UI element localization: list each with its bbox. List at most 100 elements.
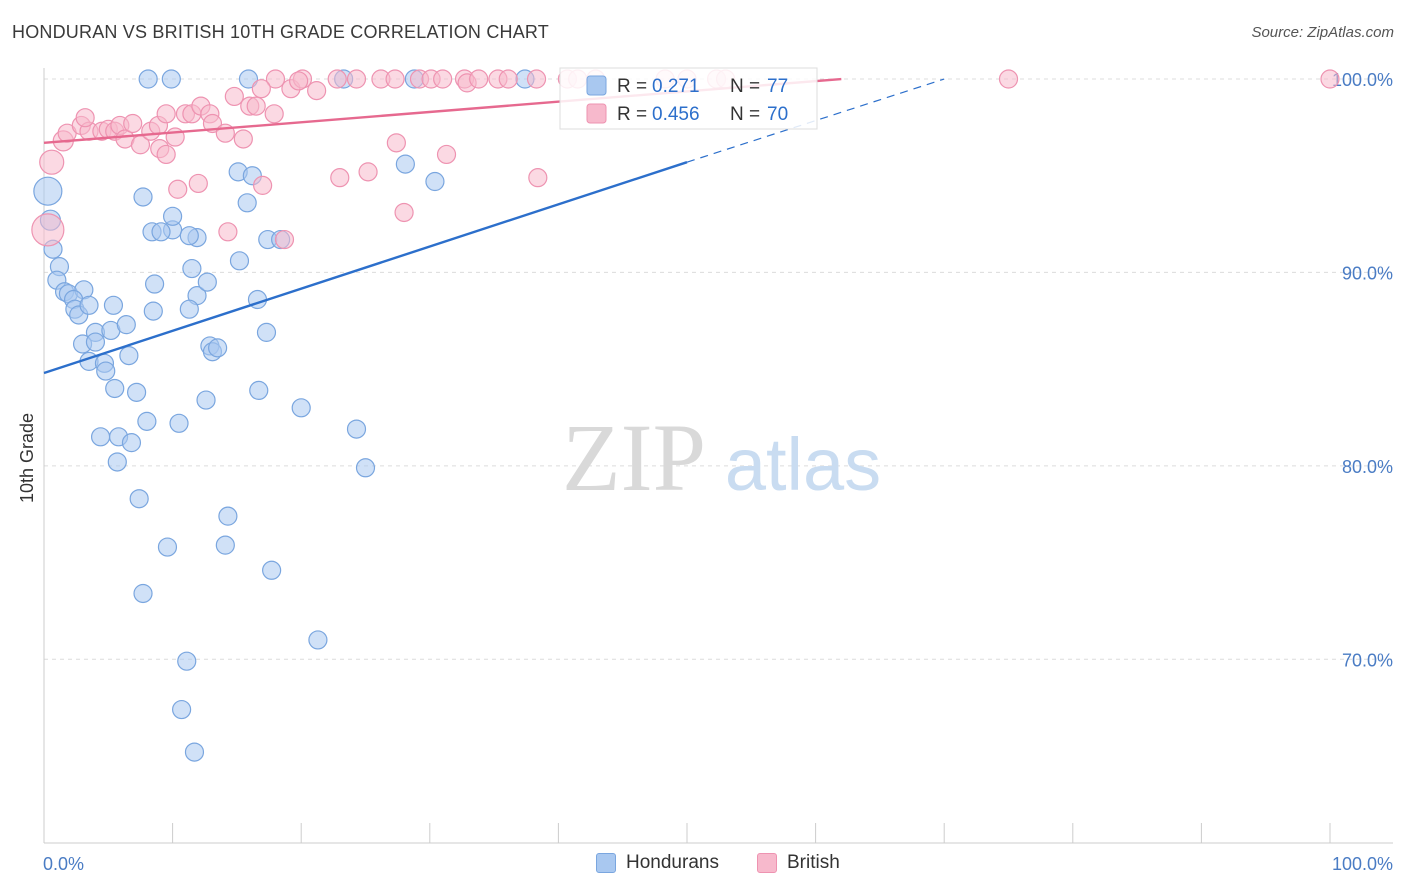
- point-british: [251, 79, 271, 99]
- legend-label-hondurans: Hondurans: [626, 852, 719, 873]
- point-british: [998, 69, 1019, 89]
- point-british: [224, 86, 244, 107]
- point-hondurans: [249, 380, 269, 401]
- point-hondurans: [169, 413, 189, 433]
- point-british: [346, 69, 367, 89]
- point-hondurans: [177, 651, 197, 671]
- legend-item-hondurans: Hondurans: [596, 852, 719, 874]
- legend-n-value-hondurans: 77: [767, 76, 788, 97]
- point-british: [265, 69, 286, 89]
- point-british: [469, 69, 489, 89]
- point-british: [307, 81, 327, 101]
- point-british: [156, 104, 176, 124]
- point-british: [433, 69, 453, 89]
- watermark-atlas: atlas: [725, 423, 881, 506]
- point-british: [123, 113, 143, 134]
- point-british: [526, 69, 547, 89]
- point-hondurans: [138, 69, 158, 89]
- point-hondurans: [179, 299, 199, 319]
- point-hondurans: [121, 433, 142, 453]
- series-legend: Hondurans British: [0, 852, 1406, 878]
- point-hondurans: [129, 489, 149, 509]
- point-hondurans: [116, 315, 136, 335]
- watermark-zip: ZIP: [562, 404, 706, 511]
- point-british: [274, 229, 295, 250]
- point-hondurans: [90, 427, 111, 447]
- point-hondurans: [291, 398, 311, 418]
- point-british: [31, 213, 65, 247]
- point-hondurans: [119, 345, 139, 366]
- point-hondurans: [163, 206, 183, 226]
- legend-swatch-british: [586, 103, 607, 124]
- point-british: [218, 222, 238, 242]
- point-british: [498, 69, 518, 89]
- source-label: Source: ZipAtlas.com: [1251, 24, 1394, 41]
- point-hondurans: [218, 506, 238, 526]
- point-hondurans: [79, 295, 99, 315]
- y-tick-label: 90.0%: [1342, 263, 1393, 283]
- x-tick-max: 100.0%: [1332, 854, 1393, 874]
- point-british: [385, 69, 405, 89]
- point-british: [1320, 69, 1340, 89]
- point-hondurans: [133, 583, 153, 604]
- point-hondurans: [105, 378, 125, 399]
- point-hondurans: [197, 272, 217, 292]
- point-british: [253, 175, 273, 195]
- point-hondurans: [107, 452, 127, 472]
- legend-r-value-hondurans: 0.271: [652, 76, 700, 97]
- point-british: [528, 168, 548, 188]
- point-british: [330, 168, 350, 188]
- point-british: [289, 71, 309, 91]
- legend-n-label-british: N =: [730, 104, 760, 125]
- legend-swatch-hondurans: [586, 75, 607, 96]
- point-hondurans: [172, 699, 192, 720]
- point-hondurans: [103, 295, 124, 315]
- point-british: [156, 144, 176, 165]
- legend-label-british: British: [787, 852, 840, 873]
- y-tick-label: 100.0%: [1332, 70, 1393, 90]
- point-hondurans: [308, 630, 328, 650]
- point-hondurans: [96, 361, 116, 381]
- legend-r-value-british: 0.456: [652, 104, 700, 125]
- point-hondurans: [215, 535, 235, 555]
- legend-n-value-british: 70: [767, 104, 788, 125]
- chart-title: HONDURAN VS BRITISH 10TH GRADE CORRELATI…: [12, 22, 550, 42]
- point-hondurans: [85, 332, 106, 352]
- point-hondurans: [346, 419, 367, 439]
- point-british: [246, 96, 266, 116]
- point-hondurans: [238, 69, 259, 89]
- point-british: [386, 133, 406, 153]
- legend-swatch-pink: [757, 853, 777, 873]
- point-hondurans: [161, 69, 181, 89]
- watermark: ZIP atlas: [562, 404, 881, 511]
- point-hondurans: [126, 382, 147, 402]
- data-points: [31, 69, 1340, 762]
- legend-r-label-british: R =: [617, 104, 647, 125]
- point-british: [39, 149, 65, 175]
- point-hondurans: [133, 187, 153, 207]
- point-hondurans: [182, 258, 202, 279]
- point-hondurans: [157, 537, 178, 557]
- stats-legend: R = 0.271 N = 77 R = 0.456 N = 70: [559, 67, 818, 130]
- point-hondurans: [208, 338, 228, 358]
- point-hondurans: [196, 390, 216, 410]
- point-hondurans: [184, 742, 205, 762]
- point-hondurans: [143, 301, 163, 321]
- point-hondurans: [144, 274, 165, 294]
- point-hondurans: [355, 458, 376, 478]
- point-hondurans: [33, 176, 63, 206]
- point-british: [168, 179, 188, 199]
- point-hondurans: [256, 322, 277, 342]
- point-hondurans: [237, 193, 257, 213]
- legend-item-british: British: [757, 852, 840, 874]
- point-british: [264, 104, 284, 124]
- point-british: [436, 144, 457, 165]
- legend-n-label-hondurans: N =: [730, 76, 760, 97]
- trend-line-hondurans: [43, 161, 688, 375]
- point-british: [358, 162, 378, 182]
- y-axis-label: 10th Grade: [17, 413, 37, 503]
- point-hondurans: [229, 251, 250, 271]
- axes: 100.0% 90.0% 80.0% 70.0%: [43, 68, 1393, 844]
- point-british: [327, 69, 347, 89]
